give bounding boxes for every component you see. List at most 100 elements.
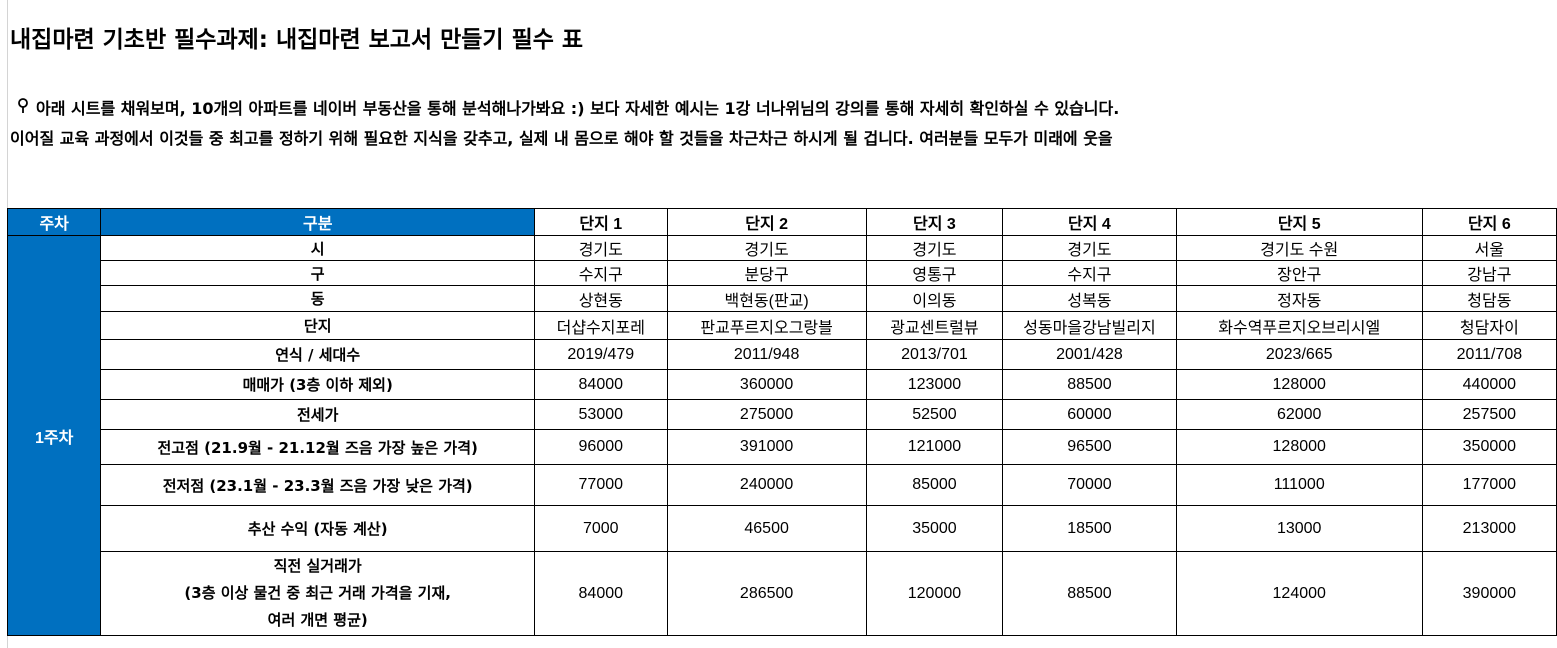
row-label[interactable]: 직전 실거래가 (3층 이상 물건 중 최근 거래 가격을 기재, 여러 개면 … — [100, 551, 536, 636]
table-cell[interactable]: 440000 — [1421, 369, 1557, 400]
table-cell[interactable]: 177000 — [1421, 464, 1557, 506]
table-cell[interactable]: 60000 — [1002, 399, 1177, 430]
table-cell[interactable]: 장안구 — [1175, 260, 1423, 286]
table-row: 1주차 시 경기도 경기도 경기도 경기도 경기도 수원 서울 — [6, 235, 1557, 636]
table-cell[interactable]: 13000 — [1175, 505, 1423, 552]
table-row: 전저점 (23.1월 - 23.3월 즈음 가장 낮은 가격) 77000 24… — [8, 464, 1557, 506]
table-cell[interactable]: 2011/948 — [666, 339, 867, 370]
table-cell[interactable]: 광교센트럴뷰 — [865, 311, 1004, 340]
table-cell[interactable]: 128000 — [1175, 369, 1423, 400]
header-complex-6[interactable]: 단지 6 — [1421, 208, 1557, 236]
row-label[interactable]: 단지 — [100, 311, 536, 340]
row-label-line: (3층 이상 물건 중 최근 거래 가격을 기재, — [184, 584, 451, 602]
table-cell[interactable]: 128000 — [1175, 429, 1423, 465]
table-cell[interactable]: 52500 — [865, 399, 1004, 430]
table-cell[interactable]: 화수역푸르지오브리시엘 — [1175, 311, 1423, 340]
table-cell[interactable]: 46500 — [666, 505, 867, 552]
header-category[interactable]: 구분 — [100, 208, 536, 236]
row-label[interactable]: 전저점 (23.1월 - 23.3월 즈음 가장 낮은 가격) — [100, 464, 536, 506]
table-cell[interactable]: 경기도 — [1002, 235, 1177, 261]
table-cell[interactable]: 수지구 — [1002, 260, 1177, 286]
header-complex-1[interactable]: 단지 1 — [534, 208, 668, 236]
table-row: 매매가 (3층 이하 제외) 84000 360000 123000 88500… — [8, 369, 1557, 400]
table-cell[interactable]: 275000 — [666, 399, 867, 430]
table-cell[interactable]: 96500 — [1002, 429, 1177, 465]
table-cell[interactable]: 2019/479 — [534, 339, 668, 370]
table-cell[interactable]: 85000 — [865, 464, 1004, 506]
table-cell[interactable]: 더샵수지포레 — [534, 311, 668, 340]
table-cell[interactable]: 경기도 — [666, 235, 867, 261]
table-row: 추산 수익 (자동 계산) 7000 46500 35000 18500 130… — [8, 505, 1557, 552]
row-label[interactable]: 연식 / 세대수 — [100, 339, 536, 370]
table-cell[interactable]: 350000 — [1421, 429, 1557, 465]
table-cell[interactable]: 35000 — [865, 505, 1004, 552]
table-cell[interactable]: 120000 — [865, 551, 1004, 636]
table-cell[interactable]: 62000 — [1175, 399, 1423, 430]
table-cell[interactable]: 분당구 — [666, 260, 867, 286]
table-cell[interactable]: 124000 — [1175, 551, 1423, 636]
table-cell[interactable]: 2001/428 — [1002, 339, 1177, 370]
row-label[interactable]: 시 — [100, 235, 536, 261]
table-cell[interactable]: 백현동(판교) — [666, 285, 867, 312]
row-label[interactable]: 매매가 (3층 이하 제외) — [100, 369, 536, 400]
instruction-line-2[interactable]: 이어질 교육 과정에서 이것들 중 최고를 정하기 위해 필요한 지식을 갖추고… — [10, 129, 1113, 148]
table-cell[interactable]: 84000 — [534, 551, 668, 636]
table-cell[interactable]: 수지구 — [534, 260, 668, 286]
table-cell[interactable]: 123000 — [865, 369, 1004, 400]
table-cell[interactable]: 판교푸르지오그랑블 — [666, 311, 867, 340]
row-label[interactable]: 구 — [100, 260, 536, 286]
table-cell[interactable]: 정자동 — [1175, 285, 1423, 312]
table-cell[interactable]: 성동마을강남빌리지 — [1002, 311, 1177, 340]
header-complex-5[interactable]: 단지 5 — [1175, 208, 1423, 236]
table-cell[interactable]: 88500 — [1002, 551, 1177, 636]
table-cell[interactable]: 이의동 — [865, 285, 1004, 312]
table-cell[interactable]: 서울 — [1421, 235, 1557, 261]
row-label[interactable]: 동 — [100, 285, 536, 312]
instruction-line-1[interactable]: 아래 시트를 채워보며, 10개의 아파트를 네이버 부동산을 통해 분석해나가… — [16, 95, 1119, 119]
table-cell[interactable]: 7000 — [534, 505, 668, 552]
table-cell[interactable]: 213000 — [1421, 505, 1557, 552]
table-cell[interactable]: 청담동 — [1421, 285, 1557, 312]
table-cell[interactable]: 390000 — [1421, 551, 1557, 636]
table-cell[interactable]: 240000 — [666, 464, 867, 506]
header-complex-3[interactable]: 단지 3 — [865, 208, 1004, 236]
table-cell[interactable]: 70000 — [1002, 464, 1177, 506]
header-complex-4[interactable]: 단지 4 — [1002, 208, 1177, 236]
row-label[interactable]: 전고점 (21.9월 - 21.12월 즈음 가장 높은 가격) — [100, 429, 536, 465]
row-label[interactable]: 추산 수익 (자동 계산) — [100, 505, 536, 552]
table-row: 전고점 (21.9월 - 21.12월 즈음 가장 높은 가격) 96000 3… — [8, 429, 1557, 465]
table-cell[interactable]: 강남구 — [1421, 260, 1557, 286]
table-row: 직전 실거래가 (3층 이상 물건 중 최근 거래 가격을 기재, 여러 개면 … — [8, 551, 1557, 636]
table-cell[interactable]: 77000 — [534, 464, 668, 506]
table-cell[interactable]: 257500 — [1421, 399, 1557, 430]
header-row: 주차 구분 단지 1 단지 2 단지 3 단지 4 단지 5 단지 6 — [6, 208, 1557, 236]
row-label[interactable]: 전세가 — [100, 399, 536, 430]
table-cell[interactable]: 경기도 수원 — [1175, 235, 1423, 261]
header-week[interactable]: 주차 — [6, 208, 102, 236]
table-cell[interactable]: 2023/665 — [1175, 339, 1423, 370]
table-cell[interactable]: 성복동 — [1002, 285, 1177, 312]
table-cell[interactable]: 96000 — [534, 429, 668, 465]
table-cell[interactable]: 360000 — [666, 369, 867, 400]
table-cell[interactable]: 111000 — [1175, 464, 1423, 506]
table-cell[interactable]: 2013/701 — [865, 339, 1004, 370]
table-cell[interactable]: 18500 — [1002, 505, 1177, 552]
table-cell[interactable]: 84000 — [534, 369, 668, 400]
week-cell[interactable]: 1주차 — [6, 235, 102, 636]
table-cell[interactable]: 286500 — [666, 551, 867, 636]
table-cell[interactable]: 경기도 — [865, 235, 1004, 261]
row-label-line: 여러 개면 평균) — [267, 611, 368, 629]
table-cell[interactable]: 391000 — [666, 429, 867, 465]
table-cell[interactable]: 88500 — [1002, 369, 1177, 400]
sheet-title[interactable]: 내집마련 기초반 필수과제: 내집마련 보고서 만들기 필수 표 — [10, 27, 584, 53]
table-cell[interactable]: 청담자이 — [1421, 311, 1557, 340]
table-cell[interactable]: 121000 — [865, 429, 1004, 465]
table-cell[interactable]: 상현동 — [534, 285, 668, 312]
header-complex-2[interactable]: 단지 2 — [666, 208, 867, 236]
instruction-text-1: 아래 시트를 채워보며, 10개의 아파트를 네이버 부동산을 통해 분석해나가… — [36, 99, 1120, 118]
table-cell[interactable]: 영통구 — [865, 260, 1004, 286]
table-cell[interactable]: 경기도 — [534, 235, 668, 261]
table-cell[interactable]: 2011/708 — [1421, 339, 1557, 370]
table-cell[interactable]: 53000 — [534, 399, 668, 430]
